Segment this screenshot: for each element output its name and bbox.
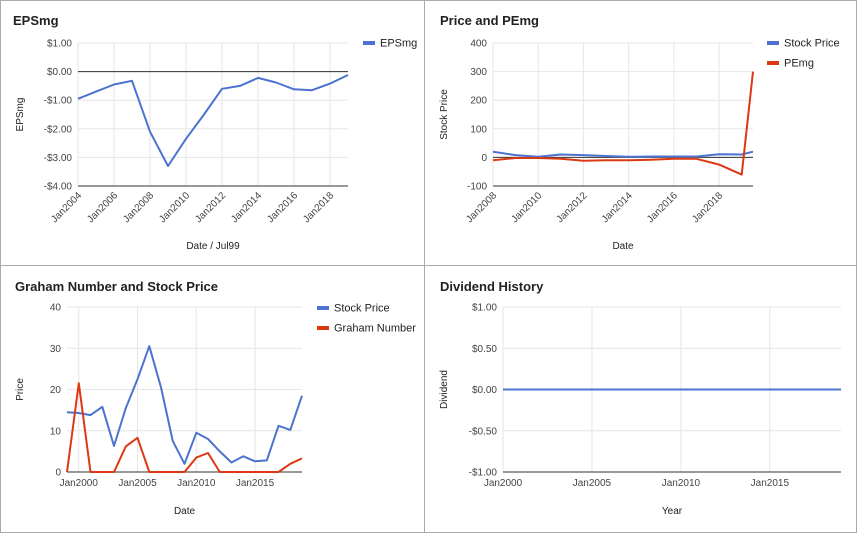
legend-label: Stock Price: [334, 303, 390, 315]
eps-chart: EPSmg$1.00$0.00-$1.00-$2.00-$3.00-$4.00J…: [13, 13, 417, 252]
graham-chart-panel: Graham Number and Stock Price 40 30 20 10 0 Ja…: [0, 265, 425, 533]
y-tick-label: $0.00: [472, 385, 497, 396]
y-axis-label: EPSmg: [15, 98, 26, 132]
x-tick-label: Jan2012: [193, 190, 228, 225]
y-tick-label: -$4.00: [44, 182, 73, 193]
legend-swatch: [317, 326, 329, 330]
x-axis-label: Date: [174, 506, 196, 517]
chart-title: Price and PEmg: [440, 13, 539, 28]
chart-title: Graham Number and Stock Price: [15, 279, 218, 294]
x-tick-label: Jan2000: [60, 478, 99, 489]
x-tick-label: Jan2010: [662, 478, 701, 489]
y-tick-label: -$0.50: [469, 426, 498, 437]
legend-label: PEmg: [784, 58, 814, 70]
y-tick-label: 30: [50, 344, 62, 355]
x-axis-label: Date: [612, 241, 634, 252]
x-tick-label: Jan2006: [85, 190, 120, 225]
x-tick-label: Jan2004: [49, 190, 84, 225]
x-tick-label: Jan2015: [751, 478, 790, 489]
legend-swatch: [767, 41, 779, 45]
legend-swatch: [767, 61, 779, 65]
x-tick-label: Jan2014: [600, 190, 635, 225]
y-axis-label: Price: [15, 378, 26, 401]
y-tick-label: 200: [470, 96, 487, 107]
y-tick-label: $0.00: [47, 67, 72, 78]
y-tick-label: 300: [470, 67, 487, 78]
y-tick-label: -$1.00: [469, 468, 498, 479]
legend-swatch: [317, 306, 329, 310]
y-tick-label: -$3.00: [44, 153, 73, 164]
y-tick-label: 0: [481, 153, 487, 164]
x-tick-label: Jan2005: [573, 478, 612, 489]
dividend-chart: Dividend History $1.00 $0.50 $0.00 -$0.50 -$1…: [439, 279, 841, 517]
y-tick-label: -100: [467, 182, 487, 193]
x-tick-label: Jan2010: [509, 190, 544, 225]
y-tick-label: -$2.00: [44, 124, 73, 135]
x-tick-label: Jan2008: [464, 190, 499, 225]
y-tick-label: $1.00: [472, 303, 497, 314]
x-tick-label: Jan2014: [229, 190, 264, 225]
legend-label: Stock Price: [784, 38, 840, 50]
legend-label: EPSmg: [380, 38, 417, 50]
x-tick-label: Jan2000: [484, 478, 523, 489]
dividend-chart-panel: Dividend History $1.00 $0.50 $0.00 -$0.50 -$1…: [424, 265, 857, 533]
y-tick-label: 0: [55, 468, 61, 479]
y-axis-label: Stock Price: [439, 89, 450, 140]
x-tick-label: Jan2005: [118, 478, 157, 489]
eps-chart-panel: EPSmg $1.00 $0.00 -$1.00 -$2.00 -$3.00 -$4.00 J…: [0, 0, 425, 266]
y-axis-label: Dividend: [439, 370, 450, 409]
graham-chart: Graham Number and Stock Price403020100Ja…: [15, 279, 416, 517]
legend-swatch: [363, 41, 375, 45]
series-line-epsmg: [77, 74, 349, 167]
x-tick-label: Jan2008: [121, 190, 156, 225]
x-tick-label: Jan2016: [265, 190, 300, 225]
y-tick-label: 20: [50, 385, 62, 396]
y-tick-label: 100: [470, 124, 487, 135]
x-tick-label: Jan2012: [555, 190, 590, 225]
x-tick-label: Jan2018: [301, 190, 336, 225]
x-tick-label: Jan2010: [157, 190, 192, 225]
y-tick-label: 10: [50, 426, 62, 437]
series-line-graham-number: [66, 382, 303, 473]
x-tick-label: Jan2015: [236, 478, 275, 489]
x-tick-label: Jan2016: [645, 190, 680, 225]
x-axis-label: Year: [662, 506, 683, 517]
chart-title: EPSmg: [13, 13, 59, 28]
chart-title: Dividend History: [440, 279, 544, 294]
x-tick-label: Jan2010: [177, 478, 216, 489]
y-tick-label: 40: [50, 303, 62, 314]
x-axis-label: Date / Jul99: [186, 241, 240, 252]
x-tick-label: Jan2018: [690, 190, 725, 225]
y-tick-label: 400: [470, 39, 487, 50]
y-tick-label: $0.50: [472, 344, 497, 355]
price-pe-chart-panel: Price and PEmg 400 300 200 100 0 -100 Jan2008 Ja…: [424, 0, 857, 266]
series-line-stock-price: [66, 345, 303, 465]
series-line-stock-price: [492, 150, 754, 158]
legend-label: Graham Number: [334, 323, 416, 335]
series-line-pemg: [492, 71, 754, 176]
y-tick-label: -$1.00: [44, 96, 73, 107]
y-tick-label: $1.00: [47, 39, 72, 50]
